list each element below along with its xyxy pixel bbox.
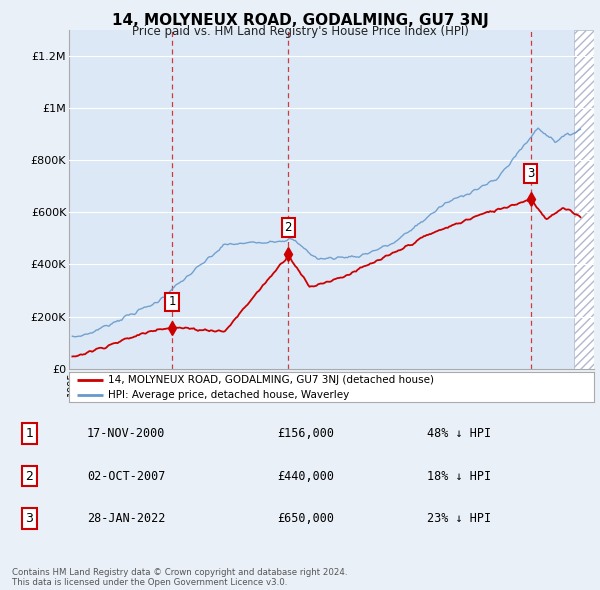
Text: 1: 1 (25, 427, 33, 440)
Text: Contains HM Land Registry data © Crown copyright and database right 2024.
This d: Contains HM Land Registry data © Crown c… (12, 568, 347, 587)
Text: 2: 2 (284, 221, 292, 234)
Text: 14, MOLYNEUX ROAD, GODALMING, GU7 3NJ: 14, MOLYNEUX ROAD, GODALMING, GU7 3NJ (112, 13, 488, 28)
Text: 48% ↓ HPI: 48% ↓ HPI (427, 427, 491, 440)
Text: 2: 2 (25, 470, 33, 483)
Text: 17-NOV-2000: 17-NOV-2000 (87, 427, 165, 440)
Text: £650,000: £650,000 (277, 512, 334, 525)
Text: 1: 1 (168, 296, 176, 309)
Text: HPI: Average price, detached house, Waverley: HPI: Average price, detached house, Wave… (109, 391, 350, 401)
Text: 3: 3 (527, 166, 535, 179)
Text: 18% ↓ HPI: 18% ↓ HPI (427, 470, 491, 483)
Text: £440,000: £440,000 (277, 470, 334, 483)
Text: Price paid vs. HM Land Registry's House Price Index (HPI): Price paid vs. HM Land Registry's House … (131, 25, 469, 38)
Text: 28-JAN-2022: 28-JAN-2022 (87, 512, 165, 525)
Text: 02-OCT-2007: 02-OCT-2007 (87, 470, 165, 483)
Text: 14, MOLYNEUX ROAD, GODALMING, GU7 3NJ (detached house): 14, MOLYNEUX ROAD, GODALMING, GU7 3NJ (d… (109, 375, 434, 385)
Text: 3: 3 (25, 512, 33, 525)
Text: 23% ↓ HPI: 23% ↓ HPI (427, 512, 491, 525)
Text: £156,000: £156,000 (277, 427, 334, 440)
